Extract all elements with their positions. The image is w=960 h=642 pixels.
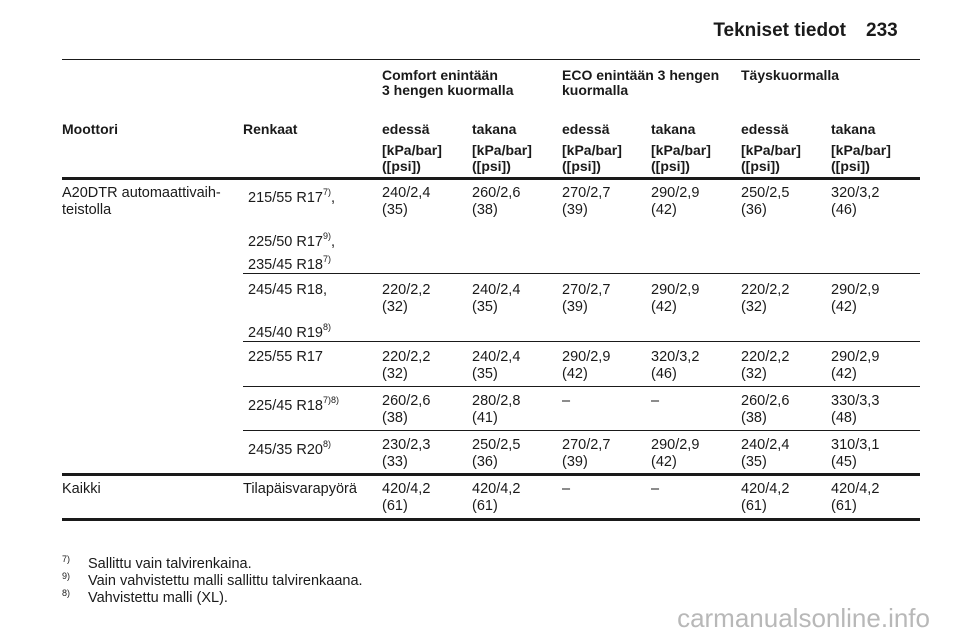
pressure-value-cell: 240/2,4 (35)	[382, 185, 431, 218]
pressure-value-cell: –	[651, 393, 660, 409]
footnote: 8) Vahvistettu malli (XL).	[62, 588, 228, 606]
tire-cell: 245/40 R198)	[248, 322, 331, 341]
table-header-rule	[62, 177, 920, 180]
pressure-value-cell: 220/2,2 (32)	[382, 349, 431, 382]
row-divider	[243, 273, 920, 274]
pressure-value-cell: 290/2,9 (42)	[651, 185, 700, 218]
tire-cell: 225/50 R179),	[248, 231, 336, 250]
pressure-value-cell: 240/2,4 (35)	[741, 437, 790, 470]
table-bottom-rule	[62, 518, 920, 521]
pressure-value-cell: 270/2,7 (39)	[562, 437, 611, 470]
tire-cell: 215/55 R177),	[248, 187, 336, 206]
column-header-rear: takana	[651, 121, 696, 137]
pressure-value-cell: 250/2,5 (36)	[741, 185, 790, 218]
group-header-comfort: Comfort enintään 3 hengen kuormalla	[382, 67, 514, 98]
pressure-value-cell: –	[562, 481, 571, 497]
unit-label: [kPa/bar] ([psi])	[382, 142, 442, 174]
pressure-value-cell: 420/4,2 (61)	[831, 481, 880, 514]
pressure-value-cell: –	[562, 393, 571, 409]
pressure-value-cell: 420/4,2 (61)	[382, 481, 431, 514]
unit-label: [kPa/bar] ([psi])	[741, 142, 801, 174]
pressure-value-cell: 220/2,2 (32)	[741, 349, 790, 382]
pressure-value-cell: –	[651, 481, 660, 497]
pressure-value-cell: 280/2,8 (41)	[472, 393, 521, 426]
pressure-value-cell: 260/2,6 (38)	[382, 393, 431, 426]
pressure-value-cell: 330/3,3 (48)	[831, 393, 880, 426]
pressure-value-cell: 270/2,7 (39)	[562, 185, 611, 218]
row-divider	[243, 341, 920, 342]
pressure-value-cell: 230/2,3 (33)	[382, 437, 431, 470]
pressure-value-cell: 320/3,2 (46)	[651, 349, 700, 382]
pressure-value-cell: 240/2,4 (35)	[472, 282, 521, 315]
pressure-value-cell: 420/4,2 (61)	[741, 481, 790, 514]
footnote: 9) Vain vahvistettu malli sallittu talvir…	[62, 571, 363, 589]
column-header-front: edessä	[562, 121, 610, 137]
footnote: 7) Sallittu vain talvirenkaina.	[62, 554, 252, 572]
engine-cell: A20DTR automaattivaih- teistolla	[62, 185, 221, 218]
tire-cell: 245/45 R18,	[248, 282, 328, 298]
column-header-engine: Moottori	[62, 121, 118, 137]
tire-cell: Tilapäisvarapyörä	[243, 481, 357, 497]
pressure-value-cell: 290/2,9 (42)	[831, 282, 880, 315]
pressure-value-cell: 290/2,9 (42)	[831, 349, 880, 382]
row-divider	[243, 430, 920, 431]
tire-cell: 235/45 R187)	[248, 254, 331, 273]
pressure-value-cell: 420/4,2 (61)	[472, 481, 521, 514]
unit-label: [kPa/bar] ([psi])	[651, 142, 711, 174]
unit-label: [kPa/bar] ([psi])	[562, 142, 622, 174]
pressure-value-cell: 270/2,7 (39)	[562, 282, 611, 315]
column-header-front: edessä	[382, 121, 430, 137]
header-rule	[62, 59, 920, 60]
unit-label: [kPa/bar] ([psi])	[831, 142, 891, 174]
page-number: 233	[866, 20, 898, 41]
pressure-value-cell: 290/2,9 (42)	[651, 282, 700, 315]
pressure-value-cell: 220/2,2 (32)	[382, 282, 431, 315]
column-header-front: edessä	[741, 121, 789, 137]
pressure-value-cell: 310/3,1 (45)	[831, 437, 880, 470]
group-header-full-load: Täyskuormalla	[741, 67, 840, 83]
engine-cell: Kaikki	[62, 481, 101, 497]
pressure-value-cell: 240/2,4 (35)	[472, 349, 521, 382]
column-header-tires: Renkaat	[243, 121, 298, 137]
pressure-value-cell: 290/2,9 (42)	[562, 349, 611, 382]
pressure-value-cell: 250/2,5 (36)	[472, 437, 521, 470]
row-divider-thick	[62, 473, 920, 476]
pressure-value-cell: 260/2,6 (38)	[472, 185, 521, 218]
tire-cell: 225/55 R17	[248, 349, 323, 365]
tire-cell: 225/45 R187)8)	[248, 395, 339, 414]
pressure-value-cell: 320/3,2 (46)	[831, 185, 880, 218]
pressure-value-cell: 290/2,9 (42)	[651, 437, 700, 470]
column-header-rear: takana	[831, 121, 876, 137]
column-header-rear: takana	[472, 121, 517, 137]
row-divider	[243, 386, 920, 387]
tire-cell: 245/35 R208)	[248, 439, 331, 458]
pressure-value-cell: 260/2,6 (38)	[741, 393, 790, 426]
watermark: carmanualsonline.info	[677, 603, 930, 633]
unit-label: [kPa/bar] ([psi])	[472, 142, 532, 174]
pressure-value-cell: 220/2,2 (32)	[741, 282, 790, 315]
group-header-eco: ECO enintään 3 hengen kuormalla	[562, 67, 720, 98]
page-title: Tekniset tiedot	[713, 20, 846, 41]
